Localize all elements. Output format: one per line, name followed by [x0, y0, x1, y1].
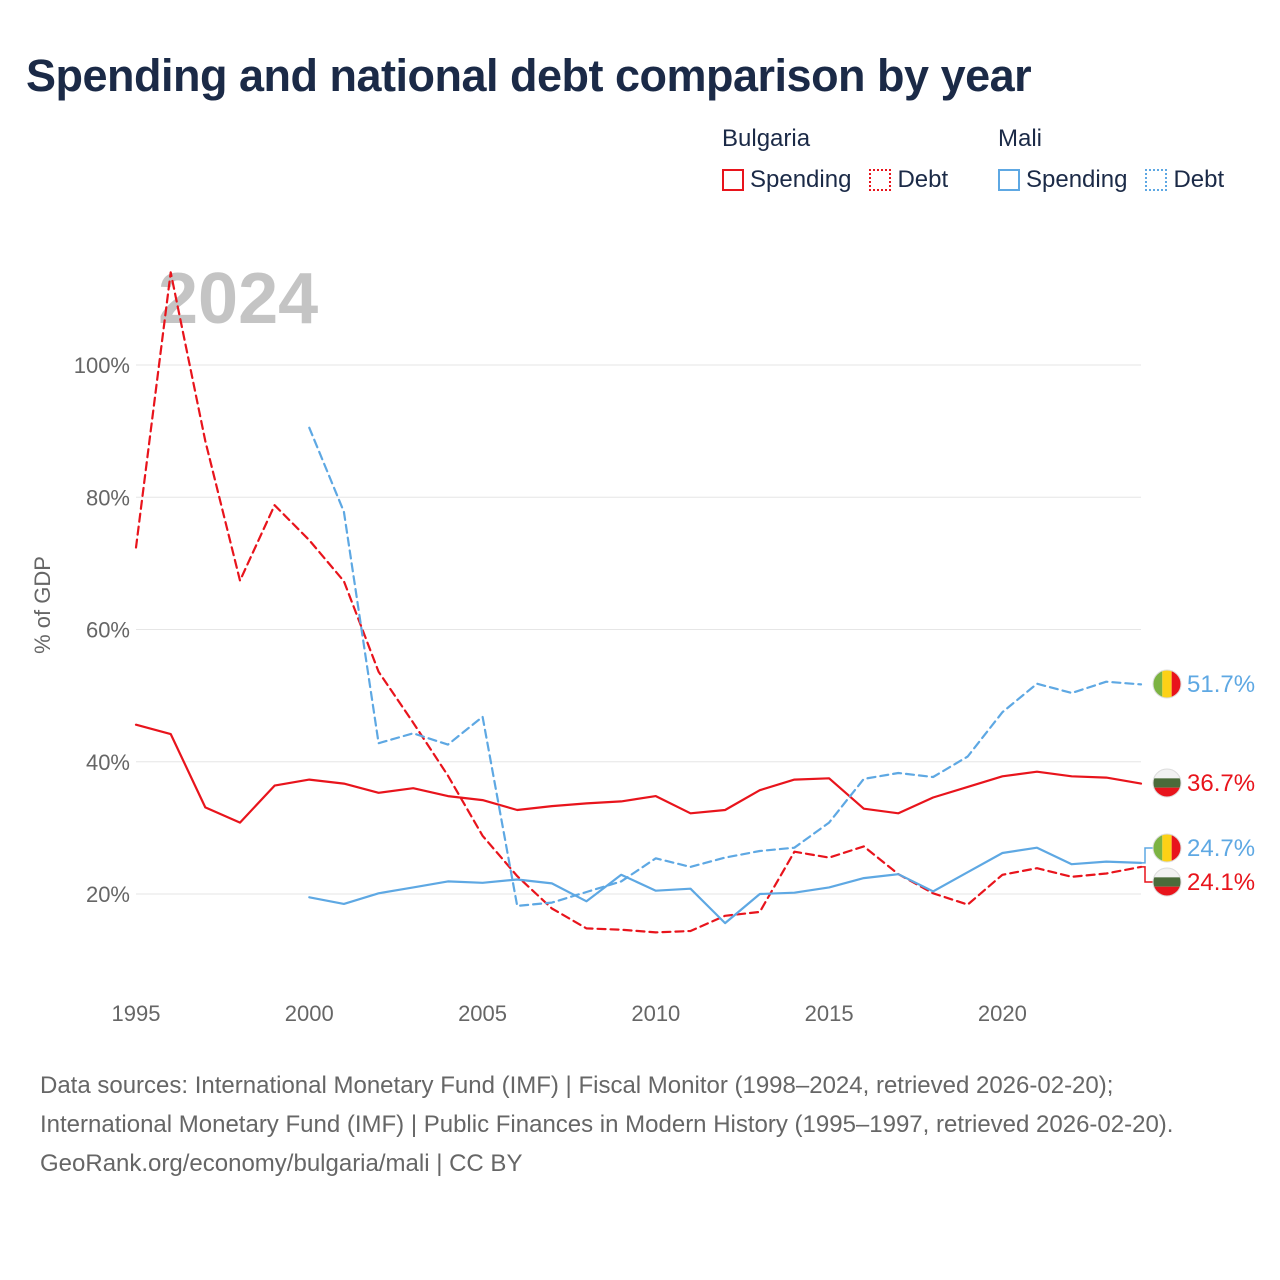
legend-swatch-solid [998, 169, 1020, 191]
legend-group-title: Mali [998, 125, 1043, 152]
legend-swatch-solid [722, 169, 744, 191]
legend-item-bulgaria-debt[interactable]: Debt [869, 166, 948, 194]
y-tick-label: 80% [86, 485, 130, 510]
x-tick-label: 2005 [458, 1001, 507, 1026]
legend-item-mali-spending[interactable]: Spending [998, 166, 1127, 194]
legend-label: Spending [750, 166, 852, 193]
end-label-connector [1141, 866, 1153, 883]
source-note: Data sources: International Monetary Fun… [40, 1066, 1240, 1183]
gridlines [136, 364, 1141, 895]
mali-flag-icon [1152, 833, 1182, 863]
legend-swatch-dotted [869, 169, 892, 191]
source-text: Data sources: International Monetary Fun… [40, 1072, 1174, 1138]
end-label-mali: 24.7% [1187, 835, 1255, 862]
mali-flag-icon [1152, 669, 1182, 699]
end-label-bulgaria: 24.1% [1187, 869, 1255, 896]
bulgaria-flag-icon [1152, 867, 1182, 897]
y-tick-label: 40% [86, 750, 130, 775]
series-bulgaria-spending[interactable] [134, 723, 1143, 824]
year-watermark: 2024 [158, 259, 318, 339]
y-tick-label: 60% [86, 618, 130, 643]
legend-group-bulgaria: Bulgaria Spending Debt [722, 124, 948, 194]
x-tick-label: 2020 [978, 1001, 1027, 1026]
source-link[interactable]: GeoRank.org/economy/bulgaria/mali | CC B… [40, 1150, 523, 1177]
end-label-bulgaria: 36.7% [1187, 770, 1255, 797]
y-tick-label: 100% [74, 353, 130, 378]
legend-item-mali-debt[interactable]: Debt [1145, 166, 1224, 194]
legend-group-title: Bulgaria [722, 125, 811, 152]
y-axis-label: % of GDP [30, 556, 55, 654]
y-tick-label: 20% [86, 882, 130, 907]
legend-swatch-dotted [1145, 169, 1168, 191]
end-labels: 51.7% 36.7% 24.7% 24.1% [1141, 669, 1255, 897]
legend-item-bulgaria-spending[interactable]: Spending [722, 166, 851, 194]
x-axis-ticks: 1995 2000 2005 2010 2015 2020 [112, 1001, 1027, 1026]
end-label-connector [1141, 847, 1153, 864]
legend-label: Debt [1173, 166, 1225, 193]
series-bulgaria-debt[interactable] [134, 271, 1143, 934]
series-lines [134, 271, 1143, 934]
x-tick-label: 2010 [631, 1001, 680, 1026]
end-label-mali: 51.7% [1187, 671, 1255, 698]
y-axis-ticks: 20% 40% 60% 80% 100% [74, 353, 130, 907]
series-mali-debt[interactable] [308, 426, 1143, 908]
legend-label: Debt [897, 166, 949, 193]
bulgaria-flag-icon [1152, 768, 1182, 798]
x-tick-label: 2000 [285, 1001, 334, 1026]
legend-label: Spending [1026, 166, 1128, 193]
chart-title: Spending and national debt comparison by… [26, 50, 1032, 101]
x-tick-label: 2015 [805, 1001, 854, 1026]
series-mali-spending[interactable] [308, 846, 1143, 925]
x-tick-label: 1995 [112, 1001, 161, 1026]
legend-group-mali: Mali Spending Debt [998, 124, 1224, 194]
